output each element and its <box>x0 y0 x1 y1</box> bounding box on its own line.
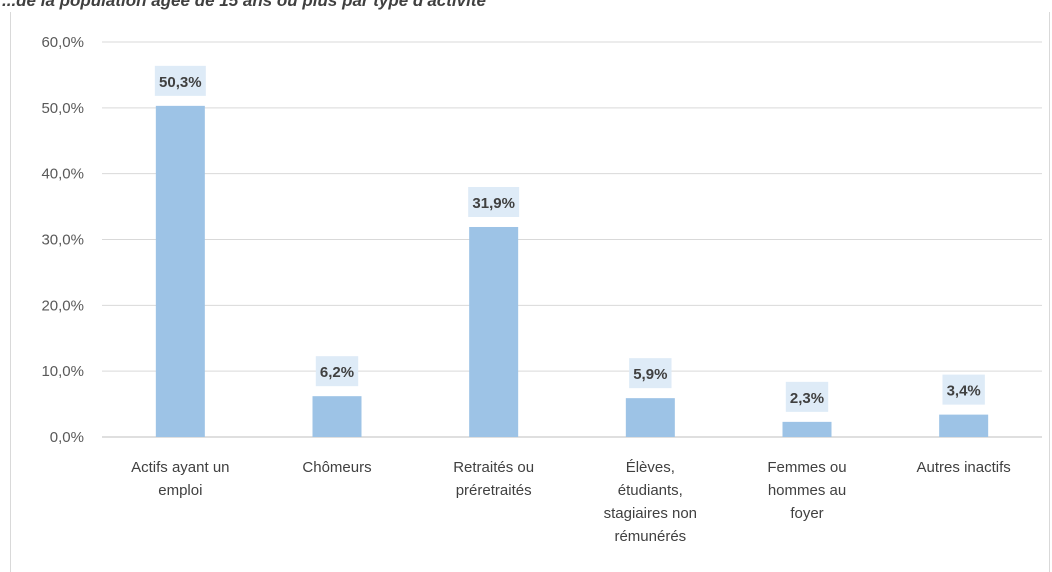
y-tick-label: 50,0% <box>41 100 84 117</box>
bar <box>469 226 519 437</box>
category-label: étudiants, <box>618 482 683 499</box>
y-axis-ticks: 0,0% 10,0% 20,0% 30,0% 40,0% 50,0% 60,0% <box>41 34 84 446</box>
bar <box>782 421 832 437</box>
data-label: 3,4% <box>947 383 981 400</box>
data-label-background <box>629 358 672 389</box>
category-label: stagiaires non <box>604 505 697 522</box>
chart-frame <box>10 12 1050 572</box>
category-label: préretraités <box>456 482 532 499</box>
data-label: 50,3% <box>159 74 202 91</box>
y-tick-label: 40,0% <box>41 166 84 183</box>
y-tick-label: 60,0% <box>41 34 84 51</box>
category-label: emploi <box>158 482 202 499</box>
data-label-background <box>315 356 359 387</box>
data-label: 31,9% <box>472 195 515 212</box>
y-tick-label: 10,0% <box>41 363 84 380</box>
x-axis-categories: Actifs ayant un emploi Chômeurs Retraités o… <box>131 459 1011 545</box>
category-label: Élèves, <box>626 459 675 476</box>
data-label: 5,9% <box>633 366 667 383</box>
chart-title: ...de la population âgée de 15 ans ou pl… <box>2 0 486 10</box>
bar <box>155 105 205 437</box>
category-label: Chômeurs <box>302 459 371 476</box>
y-tick-label: 0,0% <box>50 429 84 446</box>
bar <box>939 414 989 437</box>
data-labels: 50,3% 6,2% 31,9% 5,9% 2,3% 3,4% <box>154 65 985 412</box>
chart-title-strip: ...de la population âgée de 15 ans ou pl… <box>0 0 1052 12</box>
data-label-background <box>154 65 206 96</box>
category-label: Retraités ou <box>453 459 534 476</box>
category-label: foyer <box>790 505 823 522</box>
category-label: Actifs ayant un <box>131 459 229 476</box>
category-label: rémunérés <box>614 528 686 545</box>
bars <box>155 105 989 437</box>
data-label-background <box>468 186 520 217</box>
data-label-background <box>785 381 829 412</box>
bar <box>625 398 675 437</box>
y-tick-label: 20,0% <box>41 297 84 314</box>
y-tick-label: 30,0% <box>41 232 84 249</box>
data-label: 6,2% <box>320 364 354 381</box>
data-label-background <box>942 374 985 405</box>
data-label: 2,3% <box>790 390 824 407</box>
category-label: hommes au <box>768 482 846 499</box>
category-label: Autres inactifs <box>917 459 1011 476</box>
bar <box>312 396 362 437</box>
gridlines <box>102 41 1042 438</box>
category-label: Femmes ou <box>767 459 846 476</box>
